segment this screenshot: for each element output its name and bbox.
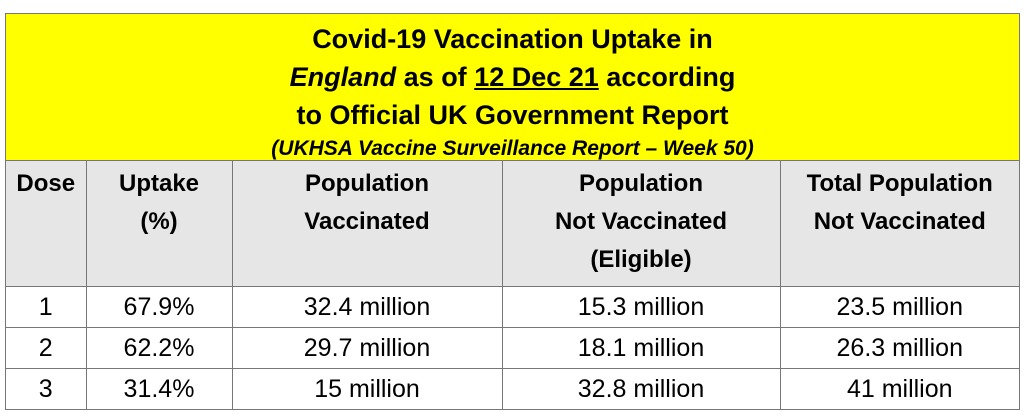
cell-uptake: 62.2% <box>85 327 233 369</box>
title-subtitle: (UKHSA Vaccine Surveillance Report – Wee… <box>271 137 754 160</box>
cell-dose: 1 <box>6 286 87 328</box>
header-dose: Dose <box>6 161 87 287</box>
header-total-population-not-vaccinated: Total Population Not Vaccinated <box>779 161 1019 287</box>
table-row: 2 62.2% 29.7 million 18.1 million 26.3 m… <box>6 327 1019 369</box>
table-row: 1 67.9% 32.4 million 15.3 million 23.5 m… <box>6 286 1019 328</box>
cell-total-not-vaccinated: 26.3 million <box>779 327 1019 369</box>
data-table: Dose Uptake (%) Population Vaccinated Po… <box>6 161 1019 409</box>
cell-dose: 2 <box>6 327 87 369</box>
cell-vaccinated: 29.7 million <box>231 327 503 369</box>
title-line-1: Covid-19 Vaccination Uptake in <box>312 24 713 54</box>
cell-vaccinated: 32.4 million <box>231 286 503 328</box>
title-line-2: England as of 12 Dec 21 according <box>6 58 1019 96</box>
header-population-not-vaccinated-eligible: Population Not Vaccinated (Eligible) <box>501 161 781 287</box>
cell-not-vaccinated-eligible: 15.3 million <box>501 286 781 328</box>
header-population-vaccinated: Population Vaccinated <box>231 161 503 287</box>
cell-vaccinated: 15 million <box>231 368 503 409</box>
title-according: according <box>598 62 736 92</box>
title-england: England <box>289 62 397 92</box>
header-uptake: Uptake (%) <box>85 161 233 287</box>
table-title: Covid-19 Vaccination Uptake in England a… <box>6 14 1019 161</box>
title-date: 12 Dec 21 <box>474 62 599 92</box>
cell-total-not-vaccinated: 23.5 million <box>779 286 1019 328</box>
cell-dose: 3 <box>6 368 87 409</box>
title-line-3: to Official UK Government Report <box>296 100 729 130</box>
table-row: 3 31.4% 15 million 32.8 million 41 milli… <box>6 368 1019 409</box>
title-as-of: as of <box>396 62 475 92</box>
header-row: Dose Uptake (%) Population Vaccinated Po… <box>6 161 1019 287</box>
cell-not-vaccinated-eligible: 18.1 million <box>501 327 781 369</box>
cell-total-not-vaccinated: 41 million <box>779 368 1019 409</box>
cell-uptake: 31.4% <box>85 368 233 409</box>
cell-not-vaccinated-eligible: 32.8 million <box>501 368 781 409</box>
cell-uptake: 67.9% <box>85 286 233 328</box>
vaccination-table: Covid-19 Vaccination Uptake in England a… <box>5 13 1020 410</box>
